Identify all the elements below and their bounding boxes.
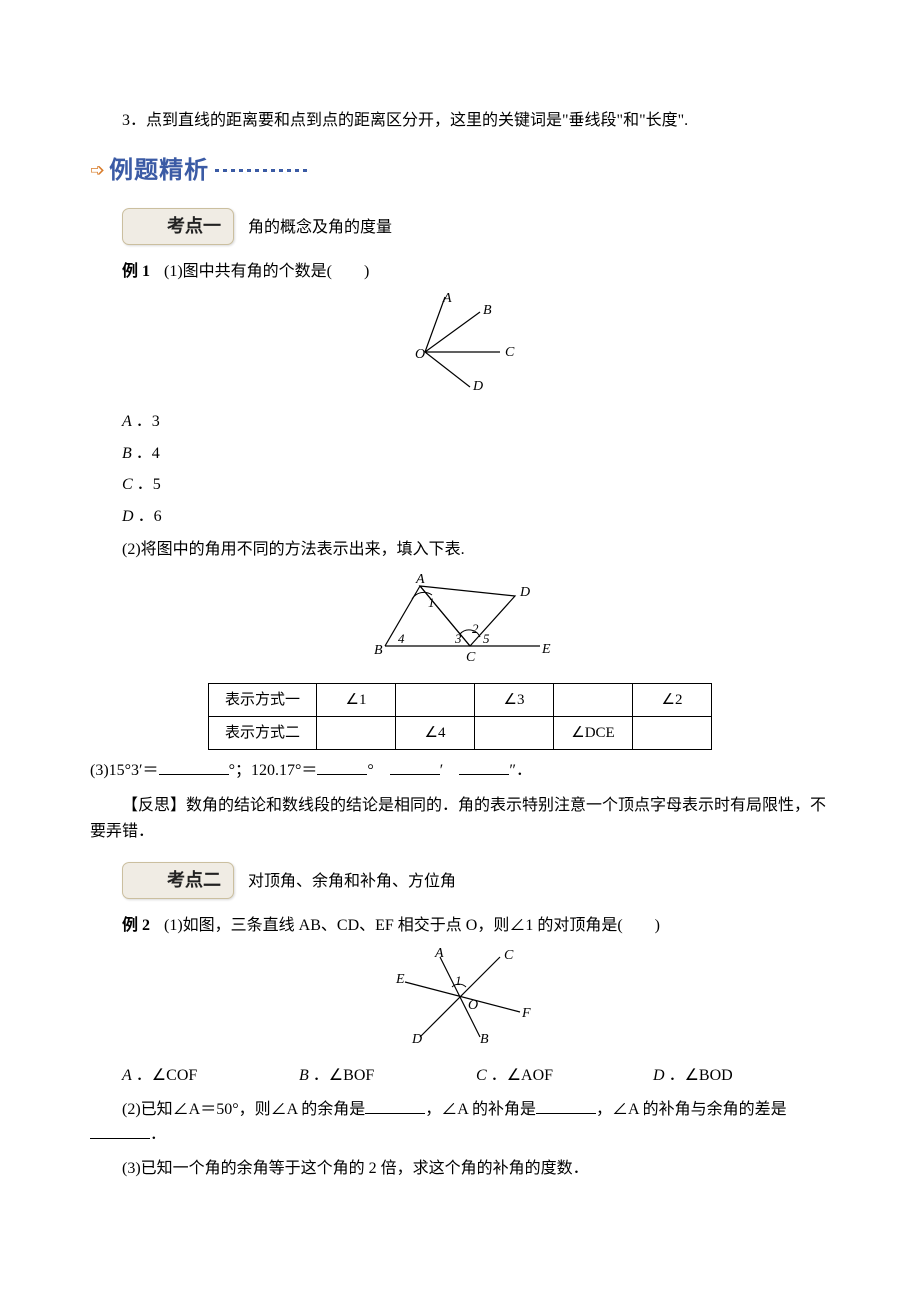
ex2-label: 例 2	[122, 917, 150, 934]
ex1-choice-b: B．4	[90, 441, 830, 467]
svg-text:F: F	[521, 1006, 531, 1021]
angle-notation-table: 表示方式一 ∠1 ∠3 ∠2 表示方式二 ∠4 ∠DCE	[208, 683, 712, 750]
row2-c5	[633, 716, 712, 749]
ex1-q3: (3)15°3′＝°°；120.17°＝；120.17°＝° ′ ″．	[90, 758, 830, 784]
angle-rays-diagram: O A B C D	[395, 292, 525, 392]
kaodian-2-badge: 考点二	[122, 862, 234, 899]
svg-text:D: D	[411, 1032, 422, 1047]
section-title: 例题精析	[109, 152, 209, 190]
svg-text:5: 5	[483, 631, 490, 646]
blank-field	[390, 758, 440, 775]
row2-c4: ∠DCE	[554, 716, 633, 749]
ex2-q3: (3)已知一个角的余角等于这个角的 2 倍，求这个角的补角的度数．	[90, 1156, 830, 1182]
row1-c4	[554, 683, 633, 716]
ex1-q1: 例 1 (1)图中共有角的个数是( )	[90, 259, 830, 285]
row2-c1	[317, 716, 396, 749]
row2-c2: ∠4	[396, 716, 475, 749]
kaodian-1-text: 角的概念及角的度量	[248, 219, 392, 236]
svg-text:D: D	[472, 379, 483, 392]
svg-text:A: A	[415, 572, 425, 587]
ex2-q1-text: (1)如图，三条直线 AB、CD、EF 相交于点 O，则∠1 的对顶角是( )	[164, 917, 660, 934]
kaodian-1-line: 考点一 角的概念及角的度量	[90, 208, 830, 245]
ex2-choice-d: D．∠BOD	[653, 1063, 830, 1089]
triangle-labels-diagram: A D B C E 1 2 3 4 5	[360, 571, 560, 666]
section-header: ➩ 例题精析	[90, 152, 830, 190]
row1-label: 表示方式一	[208, 683, 316, 716]
row1-c5: ∠2	[633, 683, 712, 716]
ex1-label: 例 1	[122, 263, 150, 280]
ex2-figure: A C E F D B O 1	[90, 947, 830, 1056]
blank-field	[459, 758, 509, 775]
kaodian-2-line: 考点二 对顶角、余角和补角、方位角	[90, 862, 830, 899]
ex1-figure-2: A D B C E 1 2 3 4 5	[90, 571, 830, 675]
svg-text:A: A	[442, 292, 452, 306]
svg-text:B: B	[374, 643, 383, 658]
svg-text:E: E	[395, 972, 405, 987]
ex1-choice-a: A．3	[90, 409, 830, 435]
ex1-choice-d: D．6	[90, 504, 830, 530]
ex2-choice-a: A．∠COF	[122, 1063, 299, 1089]
ex1-choice-c: C．5	[90, 472, 830, 498]
svg-text:4: 4	[398, 631, 405, 646]
row2-c3	[475, 716, 554, 749]
kaodian-1-badge: 考点一	[122, 208, 234, 245]
blank-field	[536, 1097, 596, 1114]
svg-text:A: A	[434, 947, 444, 961]
svg-text:O: O	[468, 998, 478, 1013]
svg-text:C: C	[504, 948, 514, 963]
table-row: 表示方式二 ∠4 ∠DCE	[208, 716, 711, 749]
svg-text:O: O	[415, 347, 425, 362]
svg-text:C: C	[505, 345, 515, 360]
blank-field	[365, 1097, 425, 1114]
blank-field	[90, 1122, 150, 1139]
svg-text:B: B	[480, 1032, 489, 1047]
arrow-right-icon: ➩	[90, 156, 105, 185]
row2-label: 表示方式二	[208, 716, 316, 749]
ex2-choice-c: C．∠AOF	[476, 1063, 653, 1089]
svg-text:E: E	[541, 642, 551, 657]
row1-c2	[396, 683, 475, 716]
svg-text:1: 1	[455, 973, 462, 988]
intro-line-3: 3．点到直线的距离要和点到点的距离区分开，这里的关键词是"垂线段"和"长度".	[90, 108, 830, 134]
ex2-choices-row: A．∠COF B．∠BOF C．∠AOF D．∠BOD	[90, 1063, 830, 1089]
ex1-reflect: 【反思】数角的结论和数线段的结论是相同的．角的表示特别注意一个顶点字母表示时有局…	[90, 793, 830, 844]
kaodian-2-text: 对顶角、余角和补角、方位角	[248, 873, 456, 890]
row1-c1: ∠1	[317, 683, 396, 716]
ex2-q1: 例 2 (1)如图，三条直线 AB、CD、EF 相交于点 O，则∠1 的对顶角是…	[90, 913, 830, 939]
svg-text:1: 1	[428, 595, 435, 610]
three-lines-intersection-diagram: A C E F D B O 1	[380, 947, 540, 1047]
row1-c3: ∠3	[475, 683, 554, 716]
svg-text:C: C	[466, 650, 476, 665]
page: 3．点到直线的距离要和点到点的距离区分开，这里的关键词是"垂线段"和"长度". …	[0, 0, 920, 1302]
ex1-table-wrap: 表示方式一 ∠1 ∠3 ∠2 表示方式二 ∠4 ∠DCE	[90, 683, 830, 750]
svg-text:B: B	[483, 303, 492, 318]
table-row: 表示方式一 ∠1 ∠3 ∠2	[208, 683, 711, 716]
svg-text:D: D	[519, 585, 530, 600]
blank-field	[159, 758, 229, 775]
ex1-q2: (2)将图中的角用不同的方法表示出来，填入下表.	[90, 537, 830, 563]
blank-field	[317, 758, 367, 775]
ex1-q1-text: (1)图中共有角的个数是( )	[164, 263, 369, 280]
ex2-q2: (2)已知∠A＝50°，则∠A 的余角是，∠A 的补角是，∠A 的补角与余角的差…	[90, 1097, 830, 1148]
dotted-tail-decoration	[215, 169, 310, 172]
ex2-choice-b: B．∠BOF	[299, 1063, 476, 1089]
ex1-figure-1: O A B C D	[90, 292, 830, 401]
